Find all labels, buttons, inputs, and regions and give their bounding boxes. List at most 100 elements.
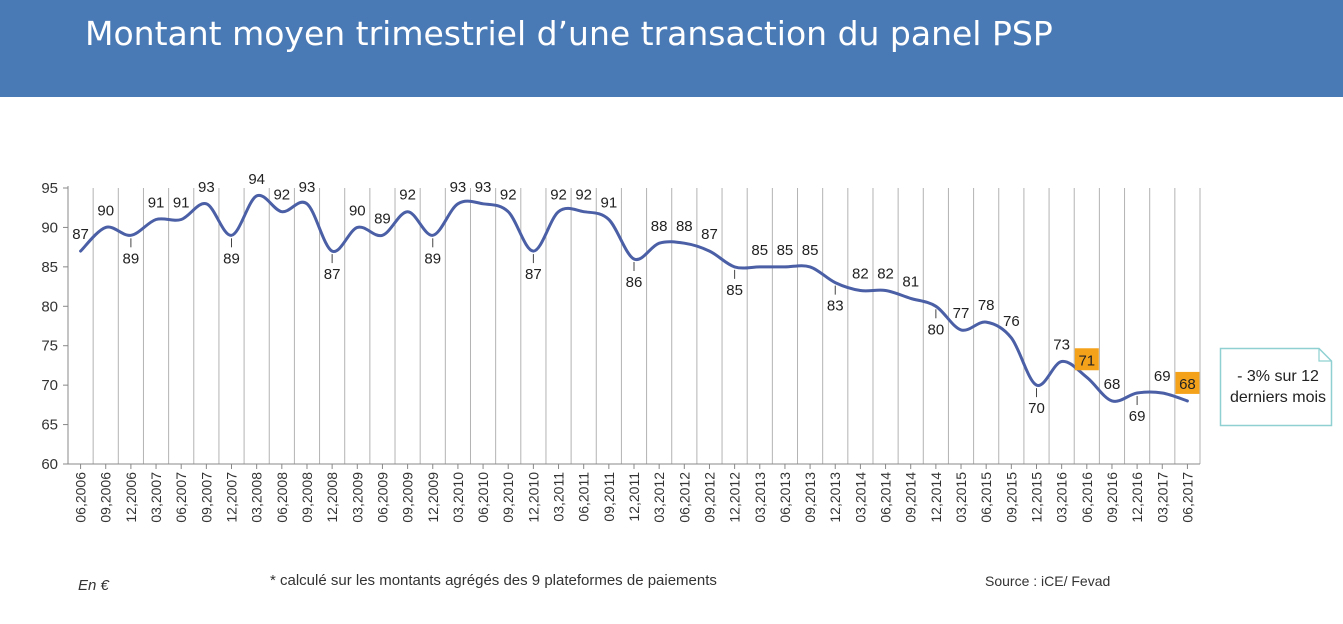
data-label: 82 [852,266,869,283]
data-label: 88 [676,218,693,235]
data-label: 69 [1129,408,1146,425]
data-label: 87 [324,266,341,283]
x-tick-label: 06,2010 [475,472,491,523]
series-line [79,193,1189,403]
x-tick-label: 06,2016 [1079,472,1095,523]
data-label: 92 [500,187,517,204]
x-tick-label: 03,2007 [148,472,164,523]
x-tick-label: 06,2014 [878,472,894,523]
data-label: 80 [928,321,945,338]
x-tick-label: 06,2013 [777,472,793,523]
data-label: 82 [877,266,894,283]
data-label: 89 [223,250,240,267]
data-label: 69 [1154,368,1171,385]
x-tick-label: 03,2016 [1054,472,1070,523]
x-tick-label: 03,2017 [1154,472,1170,523]
page-title: Montant moyen trimestriel d’une transact… [85,14,1053,53]
x-tick-label: 03,2013 [752,472,768,523]
data-label: 76 [1003,313,1020,330]
x-tick-label: 06,2007 [173,472,189,523]
x-tick-label: 12,2011 [626,472,642,522]
y-tick-label: 85 [41,259,58,276]
data-label: 93 [198,179,215,196]
x-tick-label: 09,2014 [903,472,919,523]
x-tick-label: 06,2015 [978,472,994,523]
y-tick-label: 65 [41,417,58,434]
data-label: 87 [525,266,542,283]
x-tick-label: 12,2014 [928,472,944,523]
data-label: 85 [777,242,794,259]
x-tick-label: 12,2007 [224,472,240,523]
x-tick-label: 12,2012 [727,472,743,523]
x-tick-label: 03,2010 [450,472,466,523]
x-tick-label: 09,2010 [500,472,516,523]
x-tick-label: 12,2010 [525,472,541,523]
data-label: 70 [1028,400,1045,417]
data-label: 85 [751,242,768,259]
data-label: 87 [72,226,89,243]
callout-text: - 3% sur 12 derniers mois [1229,368,1327,406]
y-tick-label: 90 [41,219,58,236]
y-tick-label: 70 [41,377,58,394]
data-label: 93 [299,179,316,196]
x-tick-label: 03,2011 [551,472,567,522]
x-tick-label: 09,2015 [1003,472,1019,523]
x-tick-label: 03,2014 [852,472,868,523]
source-label: Source : iCE/ Fevad [985,573,1111,589]
data-label: 85 [802,242,819,259]
x-tick-label: 09,2013 [802,472,818,523]
y-tick-label: 95 [41,180,58,197]
data-label: 81 [902,273,919,290]
data-label: 91 [148,195,165,212]
x-tick-label: 09,2006 [98,472,114,523]
x-tick-label: 06,2006 [73,472,89,523]
x-tick-label: 03,2012 [651,472,667,523]
data-label: 87 [701,226,718,243]
data-label-highlight [1175,371,1200,394]
unit-label: En € [78,577,109,594]
data-label: 68 [1179,376,1196,393]
data-label: 68 [1104,376,1121,393]
x-tick-label: 09,2009 [400,472,416,523]
x-tick-label: 12,2016 [1129,472,1145,523]
x-tick-label: 12,2006 [123,472,139,523]
data-label: 91 [173,195,190,212]
data-label: 73 [1053,336,1070,353]
data-label: 85 [726,282,743,299]
y-tick-label: 75 [41,338,58,355]
callout-box [1219,347,1333,427]
x-tick-label: 09,2016 [1104,472,1120,523]
data-label: 92 [575,187,592,204]
data-label: 78 [978,297,995,314]
x-tick-label: 09,2008 [299,472,315,523]
data-label: 94 [248,171,265,188]
x-tick-label: 06,2009 [374,472,390,523]
data-label: 89 [374,210,391,227]
data-label: 93 [475,179,492,196]
x-tick-label: 09,2011 [601,472,617,522]
x-tick-label: 12,2015 [1028,472,1044,523]
x-tick-label: 03,2009 [349,472,365,523]
data-label: 71 [1078,352,1095,369]
data-label-highlight [1074,348,1099,371]
x-tick-label: 12,2009 [425,472,441,523]
data-label: 90 [97,202,114,219]
data-label: 92 [399,187,416,204]
x-tick-label: 06,2011 [576,472,592,522]
data-label: 89 [123,250,140,267]
data-label: 89 [424,250,441,267]
data-label: 86 [626,274,643,291]
data-label: 93 [450,179,467,196]
y-tick-label: 80 [41,298,58,315]
x-tick-label: 12,2013 [827,472,843,523]
x-tick-label: 03,2015 [953,472,969,523]
x-tick-label: 06,2008 [274,472,290,523]
x-tick-label: 09,2007 [198,472,214,523]
data-label: 90 [349,202,366,219]
title-banner: Montant moyen trimestriel d’une transact… [0,0,1343,97]
data-label: 91 [601,195,618,212]
data-label: 92 [550,187,567,204]
x-tick-label: 12,2008 [324,472,340,523]
x-tick-label: 09,2012 [701,472,717,523]
